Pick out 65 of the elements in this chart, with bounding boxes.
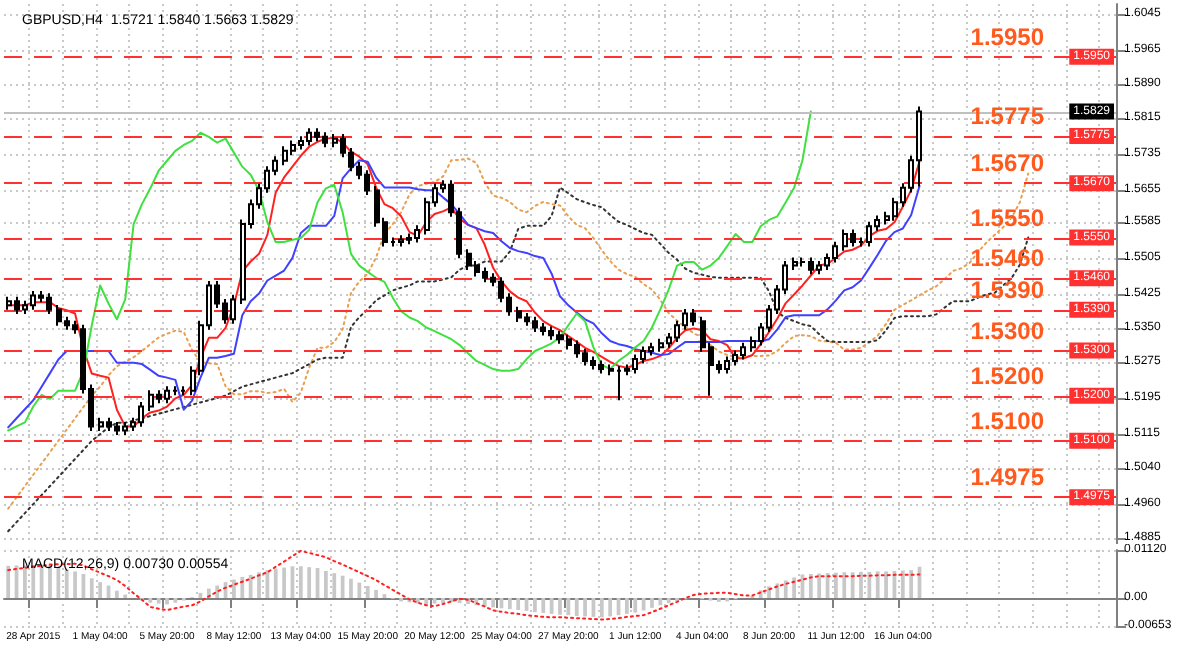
- candlestick: [524, 312, 530, 327]
- candlestick: [616, 365, 622, 402]
- text: 1.5775: [970, 101, 1044, 130]
- candlestick: [732, 349, 738, 367]
- candlestick: [164, 385, 170, 405]
- candlestick: [332, 133, 338, 149]
- candlestick: [582, 347, 588, 367]
- text: 1.5550: [970, 203, 1044, 232]
- candlestick: [482, 266, 488, 284]
- candlestick: [314, 127, 320, 143]
- candlestick: [290, 139, 296, 157]
- candlestick: [106, 416, 112, 432]
- candlestick: [398, 234, 404, 248]
- text: 1.4975: [970, 463, 1044, 492]
- text: 1.5670: [970, 149, 1044, 178]
- candlestick: [816, 260, 822, 276]
- candlestick: [842, 228, 848, 252]
- candlestick: [298, 135, 304, 151]
- candlestick: [22, 299, 28, 315]
- candlestick: [590, 355, 596, 371]
- candlestick: [46, 292, 52, 315]
- text: 1.5950: [970, 22, 1044, 51]
- candlestick: [230, 293, 236, 325]
- candlestick: [414, 224, 420, 244]
- candlestick: [850, 228, 856, 248]
- text: 1.5300: [970, 316, 1044, 345]
- candlestick: [364, 169, 370, 197]
- candlestick: [740, 341, 746, 361]
- candlestick: [406, 232, 412, 246]
- candlestick: [56, 303, 62, 327]
- line-series: [7, 549, 921, 621]
- candlestick: [516, 305, 522, 324]
- candlestick: [598, 359, 604, 375]
- candlestick: [148, 389, 154, 413]
- candlestick: [30, 289, 36, 311]
- candlestick: [792, 256, 798, 272]
- candlestick: [322, 131, 328, 149]
- candlestick: [648, 341, 654, 357]
- line-series: [7, 110, 812, 432]
- candlestick: [866, 220, 872, 248]
- candlestick: [14, 295, 20, 315]
- candlestick: [156, 389, 162, 405]
- candlestick: [282, 145, 288, 167]
- candlestick: [6, 295, 12, 311]
- candlestick: [556, 329, 564, 345]
- candlestick: [832, 240, 838, 264]
- candlestick: [122, 420, 128, 436]
- text: 1.5390: [970, 275, 1044, 304]
- text: 1.5200: [970, 361, 1044, 390]
- candlestick: [916, 105, 922, 188]
- candlestick: [114, 420, 120, 436]
- candlestick: [658, 337, 664, 353]
- candlestick: [306, 127, 312, 147]
- candlestick: [724, 355, 730, 375]
- candlestick: [690, 307, 696, 327]
- candlestick: [574, 339, 580, 359]
- text: 1.5100: [970, 406, 1044, 435]
- candlestick: [540, 321, 546, 337]
- candlestick: [532, 315, 538, 333]
- text: 1.5460: [970, 244, 1044, 273]
- candlestick: [808, 256, 814, 276]
- candlestick: [98, 416, 104, 432]
- candlestick: [466, 248, 472, 272]
- candlestick: [138, 401, 144, 428]
- candlestick: [632, 353, 638, 375]
